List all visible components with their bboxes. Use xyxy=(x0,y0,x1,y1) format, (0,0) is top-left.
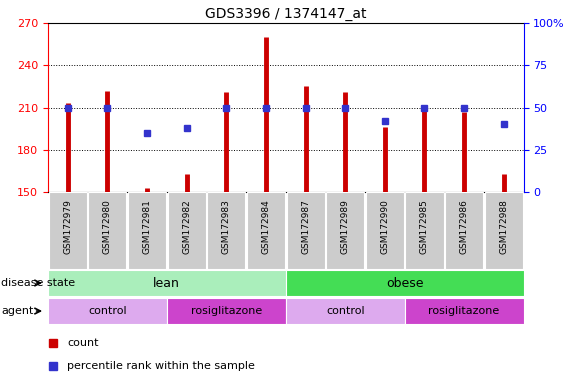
Bar xyxy=(405,298,524,324)
Bar xyxy=(48,192,87,269)
Bar xyxy=(445,192,483,269)
Text: GSM172984: GSM172984 xyxy=(261,199,270,254)
Text: GSM172989: GSM172989 xyxy=(341,199,350,254)
Bar xyxy=(167,298,285,324)
Bar xyxy=(48,270,285,296)
Text: rosiglitazone: rosiglitazone xyxy=(428,306,500,316)
Text: percentile rank within the sample: percentile rank within the sample xyxy=(67,361,255,371)
Text: GSM172987: GSM172987 xyxy=(301,199,310,254)
Text: lean: lean xyxy=(153,276,180,290)
Bar xyxy=(207,192,245,269)
Text: GSM172985: GSM172985 xyxy=(420,199,429,254)
Text: GSM172982: GSM172982 xyxy=(182,199,191,254)
Text: GSM172986: GSM172986 xyxy=(459,199,468,254)
Bar xyxy=(405,192,444,269)
Title: GDS3396 / 1374147_at: GDS3396 / 1374147_at xyxy=(205,7,367,21)
Bar xyxy=(366,192,404,269)
Text: GSM172979: GSM172979 xyxy=(63,199,72,254)
Text: agent: agent xyxy=(1,306,34,316)
Bar xyxy=(485,192,523,269)
Bar xyxy=(247,192,285,269)
Bar xyxy=(287,192,325,269)
Text: GSM172988: GSM172988 xyxy=(499,199,508,254)
Bar xyxy=(285,270,524,296)
Text: GSM172980: GSM172980 xyxy=(103,199,112,254)
Text: control: control xyxy=(88,306,127,316)
Text: obese: obese xyxy=(386,276,423,290)
Bar xyxy=(88,192,126,269)
Text: rosiglitazone: rosiglitazone xyxy=(191,306,262,316)
Text: disease state: disease state xyxy=(1,278,75,288)
Bar xyxy=(128,192,166,269)
Text: GSM172983: GSM172983 xyxy=(222,199,231,254)
Bar xyxy=(48,298,167,324)
Bar xyxy=(168,192,205,269)
Text: GSM172990: GSM172990 xyxy=(381,199,390,254)
Bar xyxy=(326,192,364,269)
Text: count: count xyxy=(67,338,99,348)
Text: control: control xyxy=(326,306,364,316)
Text: GSM172981: GSM172981 xyxy=(142,199,151,254)
Bar xyxy=(285,298,405,324)
